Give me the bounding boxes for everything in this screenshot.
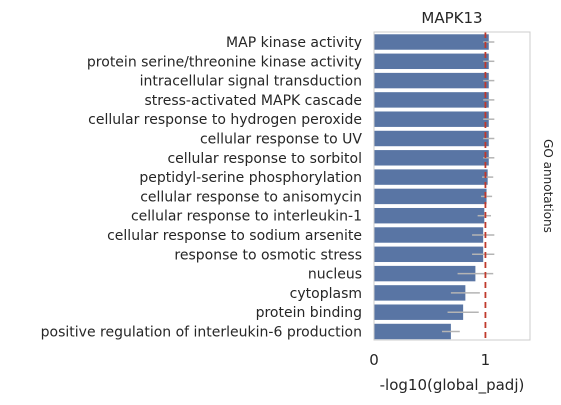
bar xyxy=(374,111,489,126)
bar xyxy=(374,54,489,69)
category-label: nucleus xyxy=(308,267,362,283)
category-label: cytoplasm xyxy=(290,286,362,302)
category-label: positive regulation of interleukin-6 pro… xyxy=(41,325,362,341)
x-axis-label: -log10(global_padj) xyxy=(380,376,525,395)
bar xyxy=(374,227,483,242)
category-label: cellular response to interleukin-1 xyxy=(131,209,362,225)
category-labels: MAP kinase activity protein serine/threon… xyxy=(41,35,363,341)
category-label: cellular response to sodium arsenite xyxy=(107,228,362,244)
bar xyxy=(374,324,451,339)
category-label: MAP kinase activity xyxy=(226,35,362,51)
category-label: protein serine/threonine kinase activity xyxy=(87,54,362,70)
bar xyxy=(374,247,483,262)
category-label: protein binding xyxy=(256,305,362,321)
bar xyxy=(374,189,487,204)
x-tick-label: 1 xyxy=(481,351,491,369)
bar xyxy=(374,34,489,49)
category-label: stress-activated MAPK cascade xyxy=(144,93,362,109)
category-label: cellular response to hydrogen peroxide xyxy=(88,112,362,128)
bar xyxy=(374,150,489,165)
chart-title: MAPK13 xyxy=(421,9,482,27)
x-tick-label: 0 xyxy=(369,351,379,369)
right-axis-label: GO annotations xyxy=(541,139,555,233)
category-label: cellular response to sorbitol xyxy=(167,151,362,167)
category-label: response to osmotic stress xyxy=(174,247,362,263)
category-label: cellular response to UV xyxy=(200,132,362,148)
bar xyxy=(374,131,489,146)
bar xyxy=(374,169,488,184)
category-label: peptidyl-serine phosphorylation xyxy=(139,170,362,186)
category-label: cellular response to anisomycin xyxy=(140,189,362,205)
category-label: intracellular signal transduction xyxy=(140,74,362,90)
bar xyxy=(374,73,489,88)
bar xyxy=(374,208,484,223)
bar xyxy=(374,92,489,107)
